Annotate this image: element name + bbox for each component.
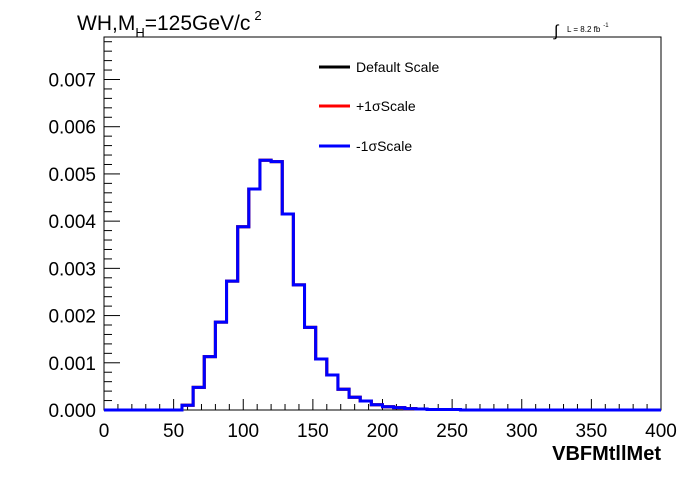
y-tick-label: 0.002	[48, 307, 96, 328]
x-tick-label: 250	[436, 421, 468, 442]
legend-label-minus1sigma: -1σScale	[356, 138, 412, 154]
chart-title-rest: =125GeV/c	[145, 12, 251, 35]
x-tick-label: 400	[645, 421, 677, 442]
luminosity-label: L = 8.2 fb -1	[567, 23, 609, 34]
luminosity-superscript: -1	[603, 23, 609, 29]
y-tick-label: 0.004	[48, 212, 96, 233]
y-tick-label: 0.003	[48, 259, 96, 280]
y-tick-label: 0.007	[48, 70, 96, 91]
y-tick-label: 0.001	[48, 354, 96, 375]
y-tick-label: 0.006	[48, 118, 96, 139]
x-axis-label: VBFMtllMet	[552, 443, 661, 465]
x-tick-label: 100	[227, 421, 259, 442]
y-tick-label: 0.005	[48, 165, 96, 186]
x-tick-label: 200	[367, 421, 399, 442]
legend-label-default: Default Scale	[356, 59, 439, 75]
chart-title: WH,MH=125GeV/c 2	[77, 8, 262, 40]
series-layer	[104, 158, 661, 412]
chart-title-subscript: H	[135, 25, 144, 40]
series-line-minus1sigma	[104, 158, 661, 412]
y-tick-label: 0.000	[48, 401, 96, 422]
x-tick-label: 350	[576, 421, 608, 442]
y-axis: 0.000 0.001 0.002 0.003 0.004 0.005 0.006 0.007	[48, 41, 120, 422]
x-tick-label: 150	[297, 421, 329, 442]
x-tick-label: 50	[163, 421, 184, 442]
chart-title-main: WH,M	[77, 12, 135, 35]
x-tick-label: 0	[99, 421, 110, 442]
x-tick-label: 300	[506, 421, 538, 442]
x-axis: 0 50 100 150 200 250 300 350 400	[99, 399, 677, 442]
legend-label-plus1sigma: +1σScale	[356, 98, 416, 114]
luminosity-integral: ∫	[553, 23, 560, 40]
luminosity-text: L = 8.2 fb	[567, 25, 601, 34]
legend: Default Scale +1σScale -1σScale	[319, 59, 439, 154]
chart-title-superscript: 2	[254, 8, 261, 23]
